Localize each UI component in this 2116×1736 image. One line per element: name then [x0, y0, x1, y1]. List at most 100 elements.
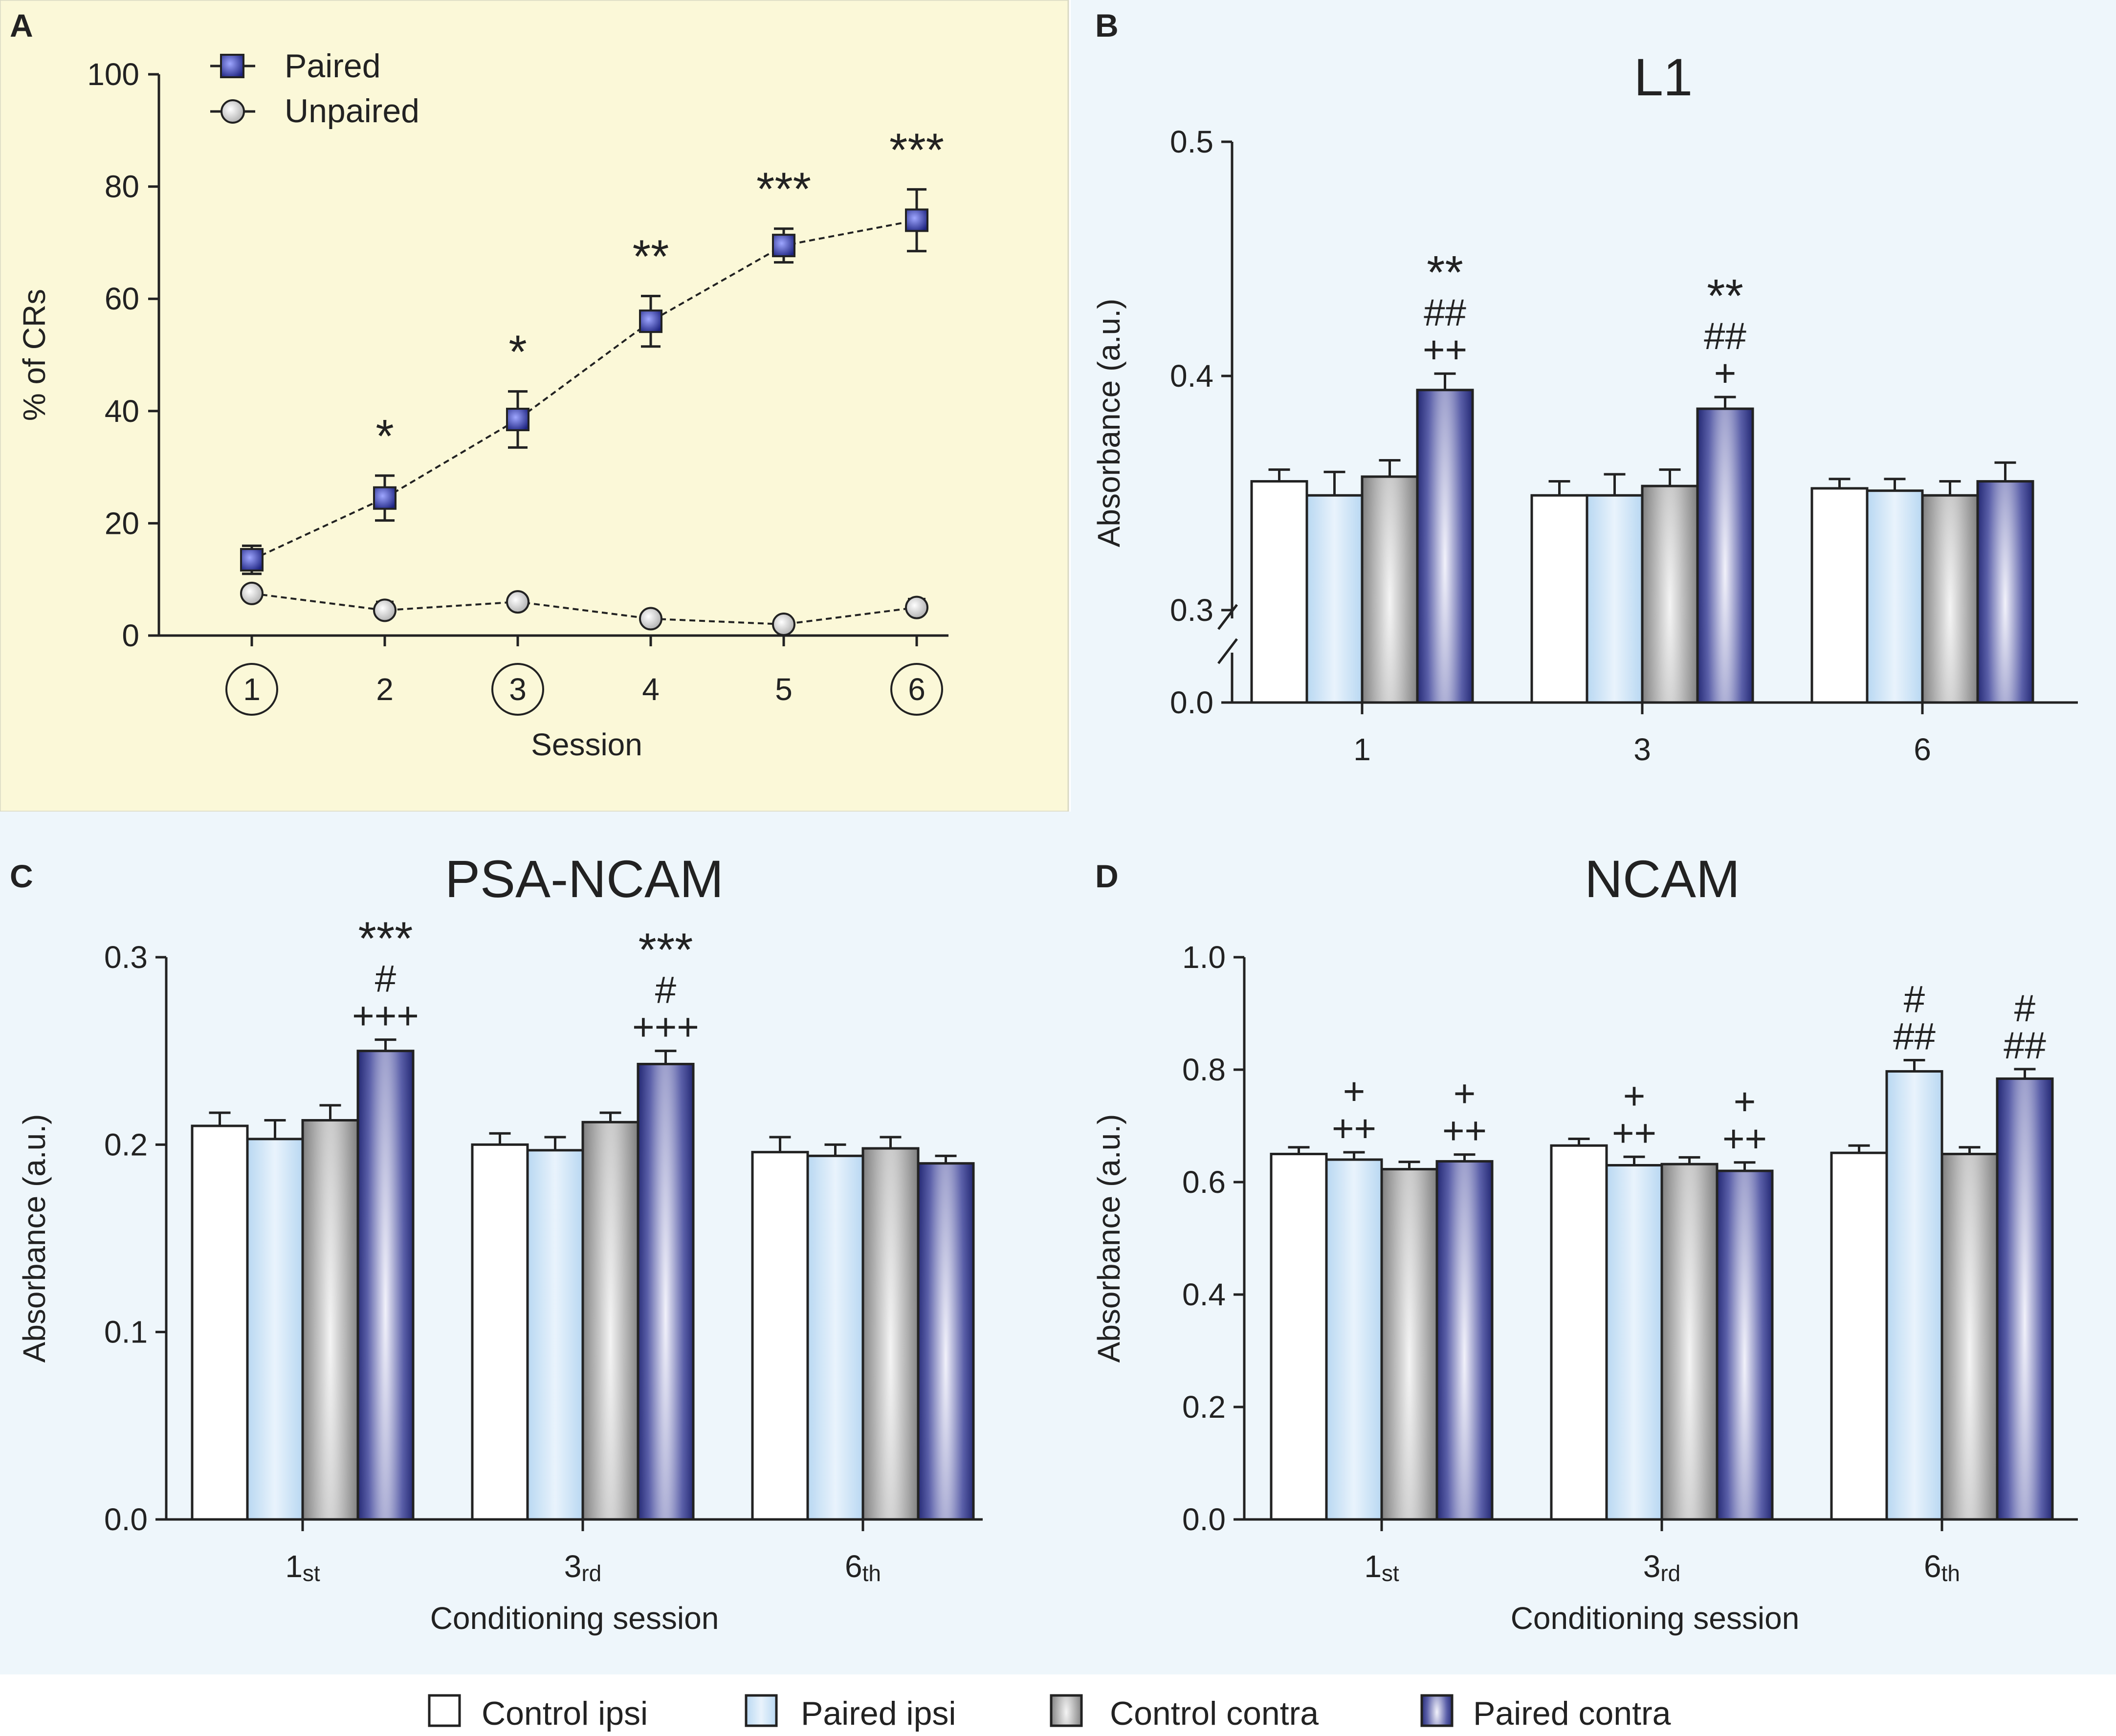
x-axis-title: Conditioning session: [430, 1601, 719, 1636]
paired-point: [506, 408, 529, 432]
significance-label: **: [633, 230, 669, 283]
y-tick-label: 0.6: [1182, 1165, 1226, 1200]
bar-control-contra-6: [1921, 494, 1979, 704]
bar-control-contra-6: [1940, 1153, 1999, 1521]
unpaired-point: [905, 595, 928, 619]
legend-swatch-control-ipsi: [428, 1694, 461, 1727]
x-tick-label: 2: [376, 672, 394, 707]
bar-control-ipsi-6: [1810, 487, 1869, 704]
y-tick-label: 0.5: [1170, 124, 1213, 159]
y-axis-title: % of CRs: [17, 289, 52, 421]
panel-a: A Paired Unpaired 0 20 40 60 80 100 1 2 3 4 5 6 Sess…: [10, 7, 948, 762]
bar-control-contra-1: [1380, 1168, 1438, 1521]
bar-control-contra-6: [861, 1147, 920, 1521]
paired-point: [240, 548, 264, 572]
legend-swatch-control-contra: [1050, 1694, 1083, 1727]
legend-paired-marker: [220, 54, 244, 78]
y-tick-label: 0.0: [1182, 1502, 1226, 1537]
y-tick-label: 0.3: [104, 940, 148, 975]
bar-paired-contra-6: [1976, 480, 2034, 704]
paired-point: [373, 486, 397, 510]
legend-label-paired-ipsi: Paired ipsi: [801, 1695, 956, 1732]
significance-label: ***: [358, 913, 413, 965]
bar-paired-contra-3: [637, 1063, 695, 1521]
significance-label: ++: [1423, 328, 1467, 371]
significance-label: #: [375, 957, 396, 1000]
x-tick-label: 6: [908, 672, 926, 707]
x-tick-label: 4: [642, 672, 660, 707]
bar-paired-contra-6: [917, 1162, 975, 1521]
significance-label: **: [1427, 246, 1463, 299]
chart-title: L1: [1634, 47, 1693, 107]
chart-title: PSA-NCAM: [445, 849, 724, 908]
x-tick-label: 5: [775, 672, 793, 707]
y-tick-label: 0.2: [104, 1127, 148, 1162]
bar-control-contra-1: [1361, 475, 1419, 704]
y-tick-label: 1.0: [1182, 940, 1226, 975]
bar-paired-ipsi-3: [1605, 1164, 1663, 1521]
bar-paired-ipsi-1: [1305, 494, 1364, 704]
significance-label: +++: [632, 1006, 699, 1049]
bar-control-ipsi-3: [1530, 494, 1588, 704]
bar-paired-contra-1: [1416, 389, 1474, 704]
paired-point: [905, 208, 928, 232]
significance-label: *: [375, 410, 394, 462]
significance-label: #: [2014, 987, 2035, 1030]
y-tick-label: 0.0: [104, 1502, 148, 1537]
y-tick-label: 0: [122, 618, 139, 653]
y-tick-label: 0.0: [1170, 685, 1213, 720]
significance-label: ++: [1442, 1109, 1487, 1152]
panel-a-label: A: [10, 7, 33, 44]
x-tick-label: 3rd: [564, 1549, 602, 1586]
y-tick-label: 0.3: [1170, 593, 1213, 628]
bar-control-contra-3: [1660, 1163, 1719, 1521]
y-tick-label: 100: [87, 57, 139, 92]
significance-label: **: [1707, 270, 1743, 322]
x-tick-label: 1: [1353, 732, 1371, 767]
legend-label-control-ipsi: Control ipsi: [482, 1695, 648, 1732]
unpaired-point: [506, 590, 529, 614]
bar-control-contra-3: [581, 1121, 639, 1521]
significance-label: +: [1343, 1070, 1366, 1113]
significance-label: +: [1454, 1072, 1476, 1115]
bar-paired-ipsi-6: [806, 1154, 864, 1521]
bar-paired-contra-6: [1996, 1077, 2054, 1521]
legend-paired-label: Paired: [285, 47, 381, 85]
significance-label: ##: [1704, 314, 1746, 357]
bar-paired-ipsi-3: [1586, 494, 1644, 704]
bar-paired-contra-1: [1435, 1160, 1494, 1521]
session-circle: [890, 663, 943, 716]
x-tick-label: 1st: [285, 1549, 320, 1586]
y-tick-label: 0.2: [1182, 1389, 1226, 1425]
panel-b-label: B: [1095, 7, 1119, 44]
y-tick-label: 0.1: [104, 1315, 148, 1350]
unpaired-point: [639, 607, 662, 631]
series-line-unpaired: [251, 592, 917, 626]
y-tick-label: 0.4: [1182, 1277, 1226, 1312]
y-axis-title: Absorbance (a.u.): [17, 1114, 52, 1363]
significance-label: ***: [756, 163, 811, 216]
significance-label: ##: [1424, 291, 1466, 334]
significance-label: +++: [352, 994, 419, 1037]
bar-control-ipsi-1: [1250, 480, 1308, 704]
significance-label: ##: [2004, 1024, 2046, 1067]
significance-label: +: [1714, 352, 1737, 395]
legend-label-control-contra: Control contra: [1110, 1695, 1319, 1732]
chart-title: NCAM: [1585, 849, 1740, 908]
paired-point: [772, 234, 795, 258]
significance-label: ***: [889, 124, 944, 176]
bar-paired-ipsi-6: [1885, 1070, 1943, 1521]
bar-control-ipsi-1: [1270, 1153, 1328, 1521]
x-tick-label: 6: [1914, 732, 1931, 767]
panel-a-legend: Paired Unpaired: [210, 47, 419, 130]
significance-label: ++: [1332, 1107, 1376, 1150]
x-tick-label: 1: [243, 672, 261, 707]
y-tick-label: 60: [105, 281, 139, 316]
y-axis-title: Absorbance (a.u.): [1091, 1114, 1126, 1363]
unpaired-point: [240, 581, 264, 605]
bar-control-contra-3: [1641, 484, 1699, 704]
y-tick-label: 20: [105, 505, 139, 541]
x-tick-label: 6th: [845, 1549, 881, 1586]
